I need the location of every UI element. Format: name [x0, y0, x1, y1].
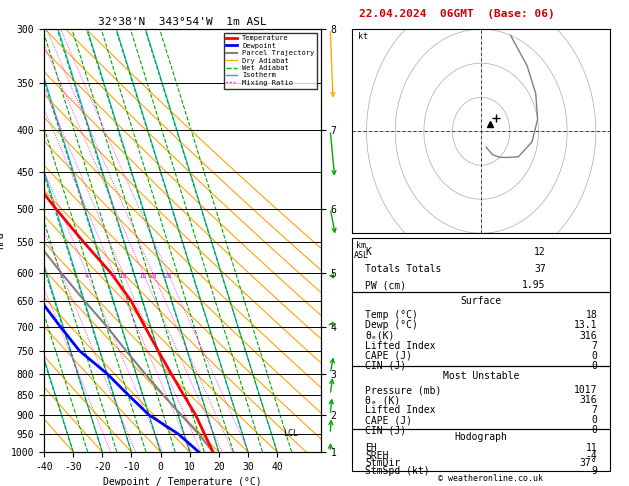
Text: 0: 0	[591, 425, 598, 435]
Bar	[352, 238, 610, 292]
Text: 12: 12	[534, 247, 546, 258]
Text: 9: 9	[591, 466, 598, 476]
Legend: Temperature, Dewpoint, Parcel Trajectory, Dry Adiabat, Wet Adiabat, Isotherm, Mi: Temperature, Dewpoint, Parcel Trajectory…	[223, 33, 317, 88]
Text: 20: 20	[148, 273, 157, 278]
Text: 18: 18	[586, 311, 598, 320]
Text: kt: kt	[358, 33, 368, 41]
Text: 11: 11	[586, 443, 598, 453]
Text: Lifted Index: Lifted Index	[365, 341, 436, 350]
Text: 10: 10	[119, 273, 127, 278]
Text: K: K	[365, 247, 371, 258]
Text: Temp (°C): Temp (°C)	[365, 311, 418, 320]
X-axis label: Dewpoint / Temperature (°C): Dewpoint / Temperature (°C)	[103, 477, 262, 486]
Title: 32°38'N  343°54'W  1m ASL: 32°38'N 343°54'W 1m ASL	[98, 17, 267, 27]
Text: 28: 28	[164, 273, 172, 278]
Text: 13.1: 13.1	[574, 320, 598, 330]
Text: PW (cm): PW (cm)	[365, 280, 406, 290]
Text: 1.95: 1.95	[522, 280, 546, 290]
Text: 22.04.2024  06GMT  (Base: 06): 22.04.2024 06GMT (Base: 06)	[359, 9, 554, 19]
Text: θₑ (K): θₑ (K)	[365, 395, 401, 405]
Text: EH: EH	[365, 443, 377, 453]
Text: Lifted Index: Lifted Index	[365, 405, 436, 415]
Text: 16: 16	[138, 273, 147, 278]
Text: CAPE (J): CAPE (J)	[365, 415, 412, 425]
Text: 37: 37	[534, 264, 546, 274]
Text: SREH: SREH	[365, 451, 389, 461]
Text: Totals Totals: Totals Totals	[365, 264, 442, 274]
Text: 0: 0	[591, 350, 598, 361]
Text: 4: 4	[84, 273, 89, 278]
Text: 7: 7	[591, 341, 598, 350]
Text: 316: 316	[579, 395, 598, 405]
Text: 1017: 1017	[574, 385, 598, 395]
Text: © weatheronline.co.uk: © weatheronline.co.uk	[438, 474, 543, 483]
Text: Surface: Surface	[460, 296, 502, 307]
Text: 2: 2	[59, 273, 64, 278]
Y-axis label: hPa: hPa	[0, 232, 5, 249]
Text: CAPE (J): CAPE (J)	[365, 350, 412, 361]
Text: 37°: 37°	[579, 458, 598, 469]
Text: Pressure (mb): Pressure (mb)	[365, 385, 442, 395]
Text: θₑ(K): θₑ(K)	[365, 330, 394, 341]
Y-axis label: km
ASL: km ASL	[354, 241, 369, 260]
Bar	[352, 366, 610, 430]
Bar	[352, 430, 610, 471]
Text: Most Unstable: Most Unstable	[443, 371, 520, 381]
Text: 7: 7	[591, 405, 598, 415]
Text: StmSpd (kt): StmSpd (kt)	[365, 466, 430, 476]
Text: 0: 0	[591, 361, 598, 371]
Text: -4: -4	[586, 451, 598, 461]
Text: StmDir: StmDir	[365, 458, 401, 469]
Text: LCL: LCL	[283, 430, 298, 438]
Text: 316: 316	[579, 330, 598, 341]
Text: Dewp (°C): Dewp (°C)	[365, 320, 418, 330]
Bar	[352, 292, 610, 366]
Text: Hodograph: Hodograph	[455, 432, 508, 442]
Text: 8: 8	[111, 273, 116, 278]
Text: 0: 0	[591, 415, 598, 425]
Text: CIN (J): CIN (J)	[365, 425, 406, 435]
Text: CIN (J): CIN (J)	[365, 361, 406, 371]
